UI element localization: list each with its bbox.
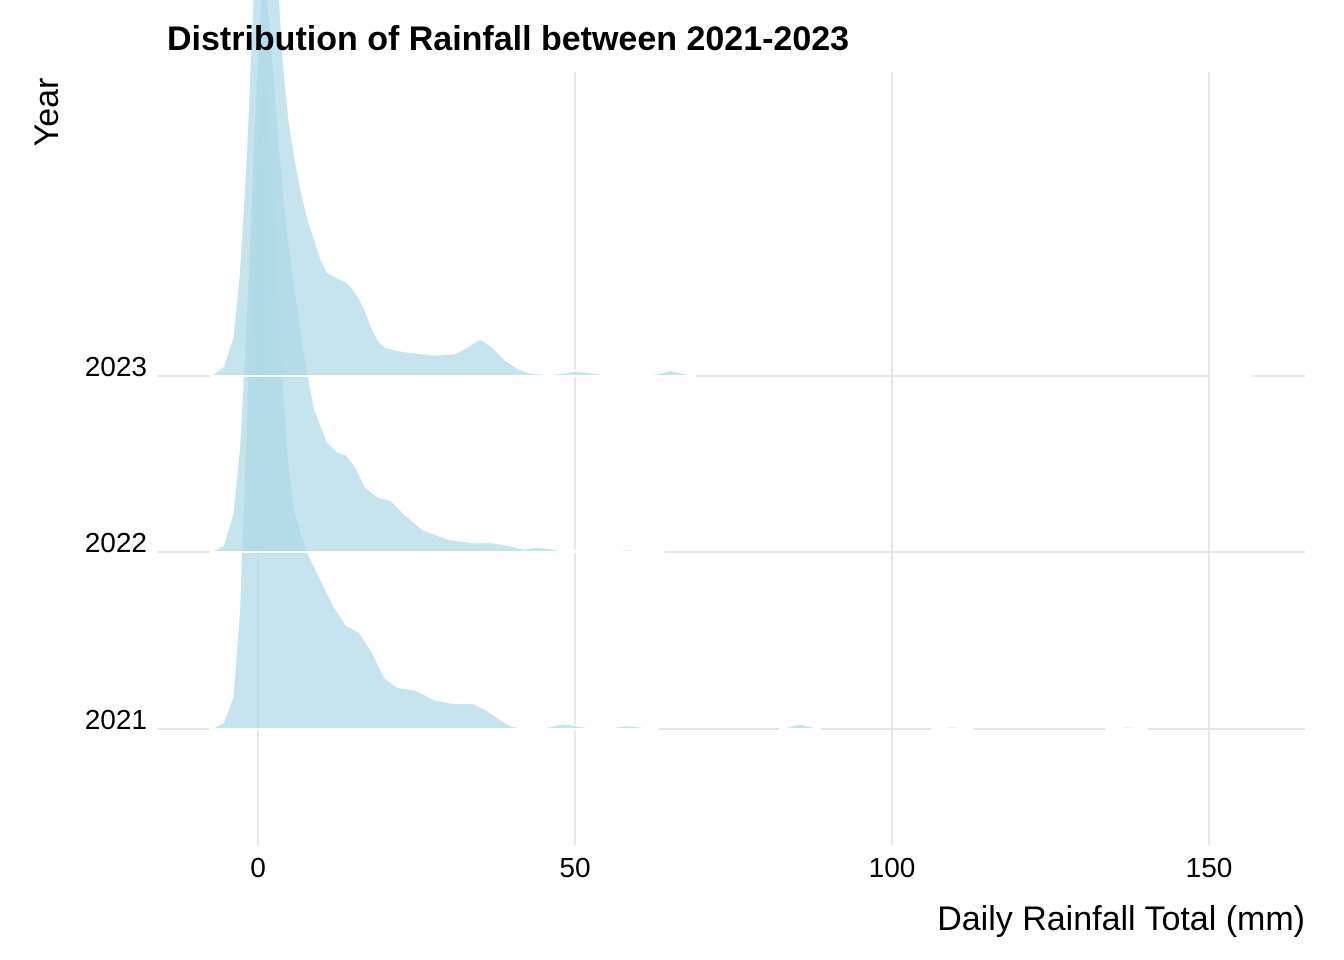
x-tick-labels: 0 50 100 150 xyxy=(250,852,1232,883)
x-axis-title: Daily Rainfall Total (mm) xyxy=(937,900,1305,938)
y-axis-title: Year xyxy=(28,78,66,147)
x-tick-label-0: 0 xyxy=(250,852,266,883)
tail-bump-2021-1 xyxy=(930,725,974,730)
y-tick-labels: 2021 2022 2023 xyxy=(85,351,147,735)
y-tick-label-2021: 2021 xyxy=(85,704,147,735)
y-tick-label-2022: 2022 xyxy=(85,527,147,558)
ridge-layer xyxy=(209,0,1253,730)
x-tick-label-100: 100 xyxy=(869,852,916,883)
y-tick-label-2023: 2023 xyxy=(85,351,147,382)
density-ridge-2023 xyxy=(209,0,697,377)
tail-bump-2023-0 xyxy=(1209,373,1253,377)
x-tick-label-50: 50 xyxy=(559,852,590,883)
tail-bump-2021-2 xyxy=(1105,725,1148,730)
tail-bump-2021-0 xyxy=(778,722,822,730)
chart-title: Distribution of Rainfall between 2021-20… xyxy=(167,20,849,58)
x-tick-label-150: 150 xyxy=(1186,852,1233,883)
